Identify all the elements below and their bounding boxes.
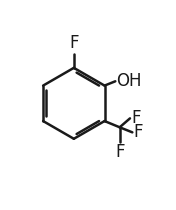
Text: F: F <box>69 34 78 52</box>
Text: OH: OH <box>116 72 142 90</box>
Text: F: F <box>115 143 124 161</box>
Text: F: F <box>131 109 141 127</box>
Text: F: F <box>133 123 143 141</box>
